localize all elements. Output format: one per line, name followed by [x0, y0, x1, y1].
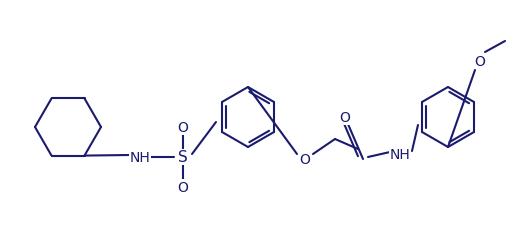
Text: NH: NH — [390, 147, 410, 161]
Text: S: S — [178, 150, 188, 165]
Text: O: O — [177, 121, 188, 134]
Text: O: O — [475, 55, 485, 69]
Text: NH: NH — [130, 150, 150, 164]
Text: O: O — [177, 180, 188, 194]
Text: O: O — [299, 152, 310, 166]
Text: O: O — [340, 111, 351, 124]
